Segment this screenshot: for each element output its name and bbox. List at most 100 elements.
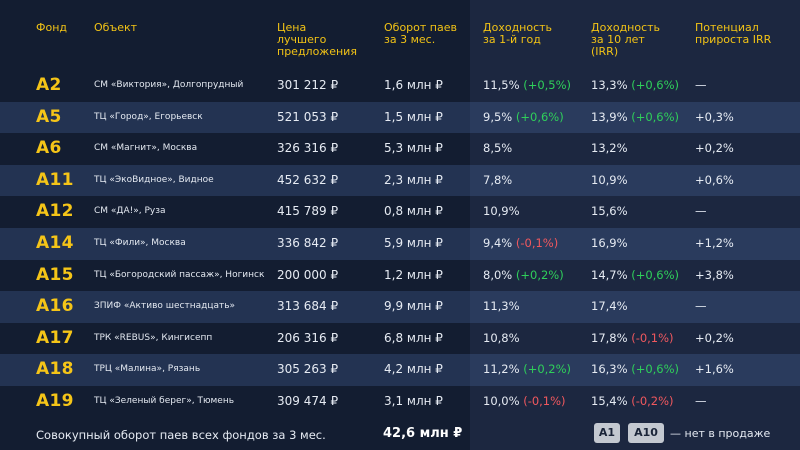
yield-10y-value: 10,9%	[591, 172, 628, 187]
turnover-3m: 2,3 млн ₽	[384, 172, 443, 187]
yield-10y-delta: (-0,1%)	[631, 330, 674, 345]
yield-1y-value: 9,5%	[483, 109, 513, 124]
irr-potential: +3,8%	[695, 267, 734, 282]
yield-10y-delta: (+0,6%)	[631, 362, 680, 377]
yield-10y: 16,9%	[591, 228, 628, 260]
irr-potential: +1,2%	[695, 235, 734, 250]
irr-potential: +0,6%	[695, 172, 734, 187]
irr-potential: +0,3%	[695, 109, 734, 124]
yield-1y-delta: (+0,6%)	[515, 109, 564, 124]
right-background-panel	[470, 0, 800, 450]
unavailable-fund-badge: A10	[628, 423, 664, 443]
table-row: A16 ЗПИФ «Активо шестнадцать» 313 684 ₽ 9,9…	[0, 291, 800, 323]
fund-code: A11	[36, 169, 74, 190]
yield-1y: 9,4% (-0,1%)	[483, 228, 558, 260]
yield-1y: 10,9%	[483, 196, 520, 228]
best-price: 206 316 ₽	[277, 330, 339, 345]
fund-code: A15	[36, 264, 74, 285]
yield-1y-value: 9,4%	[483, 235, 513, 250]
fund-code: A16	[36, 296, 74, 317]
table-body: A2 СМ «Виктория», Долгопрудный 301 212 ₽ 1,…	[0, 70, 800, 418]
turnover-3m: 1,5 млн ₽	[384, 109, 443, 124]
yield-10y-value: 17,8%	[591, 330, 628, 345]
object-name: ТРК «REBUS», Кингисепп	[94, 332, 213, 343]
total-turnover-value: 42,6 млн ₽	[383, 426, 463, 441]
best-price: 452 632 ₽	[277, 172, 339, 187]
fund-code: A12	[36, 201, 74, 222]
yield-1y-delta: (+0,2%)	[523, 362, 572, 377]
yield-1y-value: 10,0%	[483, 393, 520, 408]
yield-10y-value: 13,2%	[591, 141, 628, 156]
total-turnover-label: Совокупный оборот паев всех фондов за 3 …	[36, 428, 326, 442]
object-name: СМ «Магнит», Москва	[94, 143, 198, 154]
left-background-panel	[0, 0, 470, 450]
fund-code: A19	[36, 390, 74, 411]
table-row: A17 ТРК «REBUS», Кингисепп 206 316 ₽ 6,8 мл…	[0, 323, 800, 355]
yield-1y-value: 10,9%	[483, 204, 520, 219]
yield-10y-delta: (+0,6%)	[631, 109, 680, 124]
yield-10y: 10,9%	[591, 165, 628, 197]
best-price: 521 053 ₽	[277, 109, 339, 124]
yield-10y-value: 13,3%	[591, 78, 628, 92]
table-row: A18 ТРЦ «Малина», Рязань 305 263 ₽ 4,2 млн …	[0, 354, 800, 386]
object-name: ТЦ «ЭкоВидное», Видное	[94, 174, 214, 185]
object-name: ТЦ «Город», Егорьевск	[94, 111, 203, 122]
yield-10y: 17,8% (-0,1%)	[591, 323, 674, 355]
yield-1y-delta: (+0,2%)	[515, 267, 564, 282]
yield-1y: 11,3%	[483, 291, 520, 323]
yield-10y: 13,2%	[591, 133, 628, 165]
header-yield-1y: Доходность за 1-й год	[483, 21, 553, 46]
irr-potential: —	[695, 204, 707, 219]
turnover-3m: 3,1 млн ₽	[384, 393, 443, 408]
yield-1y-delta: (+0,5%)	[523, 78, 572, 92]
yield-10y-delta: (+0,6%)	[631, 78, 680, 92]
best-price: 200 000 ₽	[277, 267, 339, 282]
table-row: A6 СМ «Магнит», Москва 326 316 ₽ 5,3 млн ₽ 8…	[0, 133, 800, 165]
table-row: A2 СМ «Виктория», Долгопрудный 301 212 ₽ 1,…	[0, 70, 800, 102]
yield-10y: 13,3% (+0,6%)	[591, 70, 679, 102]
yield-10y-value: 15,4%	[591, 393, 628, 408]
header-yield-10y: Доходность за 10 лет (IRR)	[591, 21, 661, 58]
best-price: 301 212 ₽	[277, 78, 339, 92]
yield-1y: 7,8%	[483, 165, 512, 197]
yield-1y-value: 11,5%	[483, 78, 520, 92]
fund-code: A5	[36, 106, 62, 127]
yield-10y: 17,4%	[591, 291, 628, 323]
irr-potential: —	[695, 299, 707, 314]
turnover-3m: 1,6 млн ₽	[384, 78, 443, 92]
table-row: A14 ТЦ «Фили», Москва 336 842 ₽ 5,9 млн ₽ 9,…	[0, 227, 800, 260]
yield-10y-value: 13,9%	[591, 109, 628, 124]
best-price: 336 842 ₽	[277, 235, 339, 250]
best-price: 313 684 ₽	[277, 299, 339, 314]
turnover-3m: 5,9 млн ₽	[384, 235, 443, 250]
turnover-3m: 6,8 млн ₽	[384, 330, 443, 345]
table-row: A11 ТЦ «ЭкоВидное», Видное 452 632 ₽ 2,3 мл…	[0, 164, 800, 197]
best-price: 415 789 ₽	[277, 204, 339, 219]
yield-10y: 15,4% (-0,2%)	[591, 386, 674, 418]
fund-code: A17	[36, 327, 74, 348]
yield-10y: 16,3% (+0,6%)	[591, 354, 679, 386]
object-name: ТЦ «Фили», Москва	[94, 237, 186, 248]
object-name: ЗПИФ «Активо шестнадцать»	[94, 301, 236, 312]
object-name: СМ «ДА!», Руза	[94, 206, 166, 217]
yield-1y: 10,0% (-0,1%)	[483, 386, 566, 418]
best-price: 305 263 ₽	[277, 362, 339, 377]
yield-1y: 11,2% (+0,2%)	[483, 354, 571, 386]
fund-code: A14	[36, 232, 74, 253]
yield-10y-value: 16,9%	[591, 235, 628, 250]
fund-code: A18	[36, 359, 74, 380]
yield-10y-value: 17,4%	[591, 299, 628, 314]
irr-potential: +1,6%	[695, 362, 734, 377]
yield-1y: 8,5%	[483, 133, 512, 165]
object-name: СМ «Виктория», Долгопрудный	[94, 80, 244, 90]
header-fund: Фонд	[36, 21, 67, 34]
yield-1y-value: 8,5%	[483, 141, 513, 156]
irr-potential: +0,2%	[695, 141, 734, 156]
turnover-3m: 1,2 млн ₽	[384, 267, 443, 282]
unavailable-note: — нет в продаже	[670, 427, 771, 440]
header-turnover: Оборот паев за 3 мес.	[384, 21, 457, 46]
turnover-3m: 9,9 млн ₽	[384, 299, 443, 314]
yield-10y-value: 15,6%	[591, 204, 628, 219]
object-name: ТЦ «Богородский пассаж», Ногинск	[94, 269, 265, 280]
yield-1y-value: 7,8%	[483, 172, 513, 187]
